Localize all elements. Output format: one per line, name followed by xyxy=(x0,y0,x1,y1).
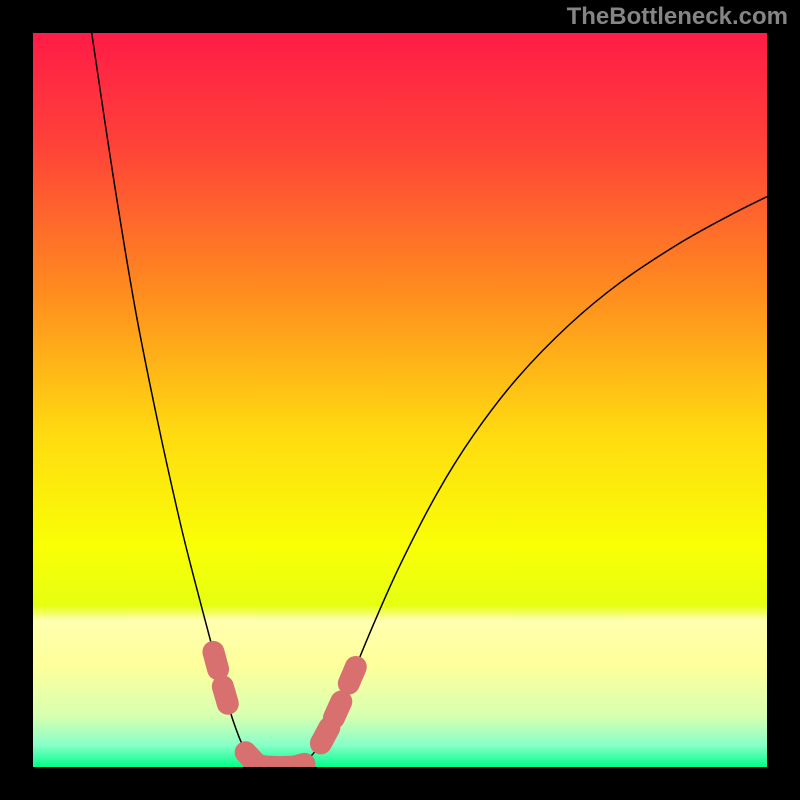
curve-marker xyxy=(213,652,218,669)
chart-plot-area xyxy=(33,33,767,767)
curve-marker xyxy=(321,728,329,744)
curve-marker xyxy=(223,686,228,703)
curve-marker xyxy=(349,667,356,684)
curve-marker xyxy=(334,702,341,718)
bottleneck-chart: TheBottleneck.com xyxy=(0,0,800,800)
watermark-text: TheBottleneck.com xyxy=(567,3,788,30)
